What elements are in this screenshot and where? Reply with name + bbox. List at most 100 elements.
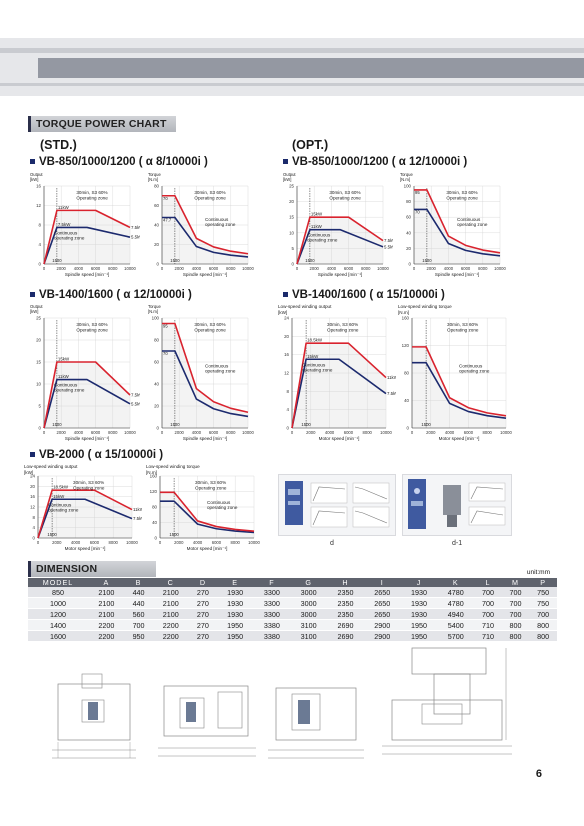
zone-label-cont2: operating zone <box>48 507 79 512</box>
annotation-end-cont-kw: 7.5kW <box>133 516 142 521</box>
x-tick-label: 8000 <box>226 266 236 271</box>
series-continuous-line <box>162 350 249 418</box>
annotation-s3-kw: 15kW <box>311 212 323 217</box>
annotation-s3-torque: 95 <box>415 190 420 195</box>
y-tick-label: 0 <box>33 536 36 541</box>
zone-label-cont: Continuous <box>54 383 78 388</box>
y-tick-label: 0 <box>292 262 295 267</box>
table-cell: 5400 <box>437 619 475 631</box>
y-tick-label: 80 <box>154 338 159 343</box>
y-tick-label: 0 <box>157 262 160 267</box>
table-cell: 800 <box>529 619 557 631</box>
x-tick-label: 10000 <box>126 540 138 545</box>
x-tick-label: 2000 <box>52 540 62 545</box>
series-s3-line <box>160 491 255 532</box>
annotation-end-s3-kw: 7.5kW <box>131 225 140 230</box>
y-tick-label: 20 <box>30 484 35 489</box>
table-cell: 710 <box>474 619 502 631</box>
series-continuous-line <box>162 216 249 258</box>
chart-ylabel: Low-speed winding torque <box>146 464 200 469</box>
x-tick-label: 0 <box>43 430 46 435</box>
x-tick-label: 10000 <box>380 430 392 435</box>
table-cell: 1930 <box>400 608 438 620</box>
table-cell: 700 <box>474 597 502 609</box>
x-tick-label: 0 <box>413 266 416 271</box>
table-cell: 2350 <box>327 608 364 620</box>
zone-label-op: Operating zone <box>447 328 479 333</box>
operating-zone-fill <box>292 343 386 428</box>
x-tick-label: 2000 <box>57 266 67 271</box>
y-tick-label: 4 <box>287 407 290 412</box>
chart-output-std-1: Output[kW] 0 4 8 12 16 0 2000 4000 6000 8000 10000 1… <box>30 172 140 277</box>
table-cell: 1950 <box>216 630 254 642</box>
table-cell: 2650 <box>363 608 401 620</box>
x-tick-label: 0 <box>296 266 299 271</box>
table-cell: 560 <box>124 608 153 620</box>
y-tick-label: 0 <box>287 426 290 431</box>
table-cell: 2100 <box>152 608 190 620</box>
chart-output-opt-1: Output[kW] 0 5 10 15 20 25 0 2000 4000 6000 8000 100… <box>283 172 393 277</box>
table-cell: 270 <box>189 630 217 642</box>
annotation-end-s3-kw: 11kW <box>133 507 142 512</box>
table-cell: 1200 <box>28 608 88 620</box>
table-cell: 1000 <box>28 597 88 609</box>
table-cell: 2350 <box>327 587 364 598</box>
annotation-s3-torque: 70 <box>163 196 168 201</box>
table-cell: 2690 <box>327 619 364 631</box>
zone-label-s3: 30min, S3 60% <box>195 480 226 485</box>
x-tick-label: 6000 <box>209 430 219 435</box>
model-title-1: VB-850/1000/1200 ( α 8/10000i ) <box>30 156 208 168</box>
table-cell: 700 <box>501 597 530 609</box>
header-banner <box>0 38 584 96</box>
dimension-section-title: DIMENSION <box>28 561 156 577</box>
annotation-end-cont-kw: 5.5kW <box>384 244 393 249</box>
table-cell: 1930 <box>400 597 438 609</box>
zone-label-op: Operating zone <box>327 328 359 333</box>
table-cell: 2200 <box>152 619 190 631</box>
x-tick-label: 2000 <box>175 266 185 271</box>
chart-torque-std-2: Torque[N.m] 0 20 40 60 80 100 0 2000 4000 6000 8000… <box>148 304 254 441</box>
y-tick-label: 60 <box>154 203 159 208</box>
table-cell: 440 <box>124 587 153 598</box>
x-tick-label: 6000 <box>90 540 100 545</box>
zone-label-cont: Continuous <box>48 502 72 507</box>
chart-xlabel: Spindle speed [min⁻¹] <box>65 272 109 277</box>
base-speed-label: 1500 <box>170 422 180 427</box>
y-tick-label: 15 <box>289 215 294 220</box>
table-cell: 270 <box>189 619 217 631</box>
x-tick-label: 0 <box>37 540 40 545</box>
annotation-cont-kw: 11kW <box>311 224 323 229</box>
y-tick-label: 120 <box>402 343 410 348</box>
y-tick-label: 120 <box>150 489 158 494</box>
zone-label-s3: 30min, S3 60% <box>76 190 107 195</box>
table-cell: 2650 <box>363 597 401 609</box>
chart-torque-opt-2: Low-speed winding torque[N.m] 0 40 80 120 160… <box>398 304 512 441</box>
annotation-s3-kw: 11kW <box>58 205 70 210</box>
table-cell: 2100 <box>152 587 190 598</box>
y-tick-label: 24 <box>30 474 35 479</box>
x-tick-label: 10000 <box>124 266 136 271</box>
series-continuous-line <box>414 208 501 257</box>
table-cell: 1600 <box>28 630 88 642</box>
y-tick-label: 16 <box>36 184 41 189</box>
x-tick-label: 6000 <box>461 266 471 271</box>
base-speed-label: 1500 <box>170 258 180 263</box>
table-header-cell: M <box>501 578 530 587</box>
zone-label-cont2: operating zone <box>207 505 238 510</box>
zone-label-s3: 30min, S3 60% <box>76 322 107 327</box>
table-cell: 2690 <box>327 630 364 642</box>
y-tick-label: 16 <box>30 494 35 499</box>
zone-label-op: Operating zone <box>76 196 108 201</box>
table-header-cell: MODEL <box>28 578 88 587</box>
chart-yunit: [N.m] <box>400 177 410 182</box>
zone-label-op: Operating zone <box>446 196 478 201</box>
x-tick-label: 4000 <box>327 266 337 271</box>
table-cell: 2900 <box>363 619 401 631</box>
y-tick-label: 80 <box>406 199 411 204</box>
table-cell: 440 <box>124 597 153 609</box>
x-tick-label: 8000 <box>483 430 493 435</box>
chart-ylabel: Low-speed winding output <box>24 464 78 469</box>
chart-xlabel: Motor speed [min⁻¹] <box>187 546 228 551</box>
y-tick-label: 4 <box>39 242 42 247</box>
y-tick-label: 25 <box>289 184 294 189</box>
